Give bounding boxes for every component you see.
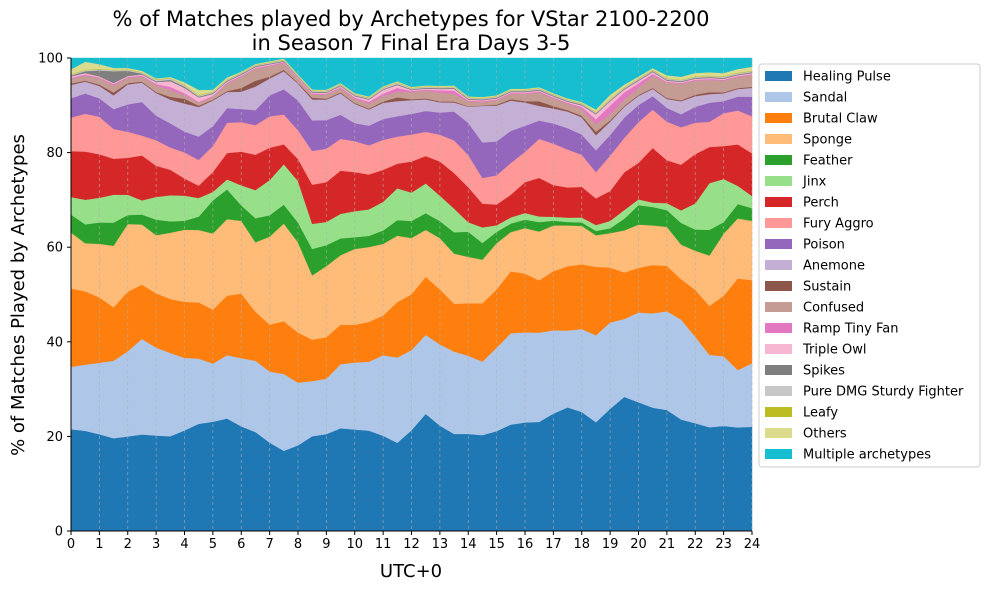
x-tick-label: 5 (209, 537, 217, 552)
x-tick-label: 17 (545, 537, 562, 552)
x-tick-label: 15 (488, 537, 505, 552)
legend-label-poison: Poison (803, 238, 845, 253)
legend-swatch-pure-dmg-sturdy-fighter (765, 386, 792, 396)
legend-label-sustain: Sustain (803, 280, 851, 295)
legend-label-spikes: Spikes (803, 364, 845, 379)
x-tick-label: 10 (346, 537, 363, 552)
x-tick-label: 18 (573, 537, 590, 552)
legend-label-feather: Feather (803, 154, 853, 169)
legend-label-triple-owl: Triple Owl (802, 343, 866, 358)
x-tick-label: 21 (659, 537, 676, 552)
legend-swatch-healing-pulse (765, 71, 792, 81)
legend-swatch-brutal-claw (765, 113, 792, 123)
legend-label-healing-pulse: Healing Pulse (803, 70, 891, 85)
x-tick-label: 13 (432, 537, 449, 552)
x-tick-label: 6 (237, 537, 245, 552)
x-tick-label: 12 (403, 537, 420, 552)
legend-label-others: Others (803, 427, 847, 442)
y-tick-label: 80 (46, 146, 63, 161)
legend-swatch-poison (765, 239, 792, 249)
x-tick-label: 7 (265, 537, 273, 552)
legend-label-perch: Perch (803, 196, 839, 211)
legend-label-pure-dmg-sturdy-fighter: Pure DMG Sturdy Fighter (803, 385, 964, 400)
y-tick-label: 60 (46, 241, 63, 256)
y-tick-label: 40 (46, 335, 63, 350)
legend-swatch-ramp-tiny-fan (765, 323, 792, 333)
y-axis-label: % of Matches Played by Archetypes (8, 134, 29, 456)
x-tick-label: 9 (322, 537, 330, 552)
legend-swatch-fury-aggro (765, 218, 792, 228)
legend-label-multiple-archetypes: Multiple archetypes (803, 448, 931, 463)
x-tick-label: 0 (67, 537, 75, 552)
legend-swatch-anemone (765, 260, 792, 270)
legend-label-confused: Confused (803, 301, 864, 316)
legend-label-sandal: Sandal (803, 91, 847, 106)
x-tick-label: 8 (294, 537, 302, 552)
legend-swatch-sandal (765, 92, 792, 102)
legend-label-anemone: Anemone (803, 259, 865, 274)
legend-swatch-sustain (765, 281, 792, 291)
x-tick-label: 11 (375, 537, 392, 552)
x-tick-label: 3 (152, 537, 160, 552)
x-tick-label: 16 (517, 537, 534, 552)
legend-label-leafy: Leafy (803, 406, 838, 421)
legend-swatch-sponge (765, 134, 792, 144)
x-tick-label: 23 (715, 537, 732, 552)
y-tick-label: 0 (55, 525, 63, 540)
y-tick-label: 100 (38, 52, 63, 67)
x-tick-label: 2 (124, 537, 132, 552)
legend-swatch-jinx (765, 176, 792, 186)
legend-label-sponge: Sponge (803, 133, 852, 148)
legend-swatch-spikes (765, 365, 792, 375)
legend-label-ramp-tiny-fan: Ramp Tiny Fan (803, 322, 898, 337)
legend-swatch-perch (765, 197, 792, 207)
chart-title: % of Matches played by Archetypes for VS… (113, 7, 710, 31)
legend-swatch-feather (765, 155, 792, 165)
legend-frame (758, 63, 981, 468)
legend-swatch-leafy (765, 407, 792, 417)
x-tick-label: 19 (602, 537, 619, 552)
legend: Healing Pulse Sandal Brutal Claw Sponge Feat… (758, 63, 981, 468)
x-axis-label: UTC+0 (380, 561, 442, 582)
legend-swatch-confused (765, 302, 792, 312)
x-tick-label: 22 (687, 537, 704, 552)
legend-label-jinx: Jinx (802, 175, 827, 190)
x-tick-label: 14 (460, 537, 477, 552)
legend-swatch-multiple-archetypes (765, 449, 792, 459)
x-tick-label: 4 (180, 537, 188, 552)
axes: 0 1 2 3 4 5 6 7 8 9 10 11 12 13 14 15 16 17 18 19 20 21 22 23 24… (38, 52, 760, 553)
legend-label-brutal-claw: Brutal Claw (803, 112, 878, 127)
chart-subtitle: in Season 7 Final Era Days 3-5 (252, 31, 571, 55)
x-tick-label: 20 (630, 537, 647, 552)
legend-swatch-triple-owl (765, 344, 792, 354)
x-tick-label: 24 (744, 537, 761, 552)
y-tick-label: 20 (46, 430, 63, 445)
legend-label-fury-aggro: Fury Aggro (803, 217, 874, 232)
x-tick-label: 1 (95, 537, 103, 552)
legend-swatch-others (765, 428, 792, 438)
